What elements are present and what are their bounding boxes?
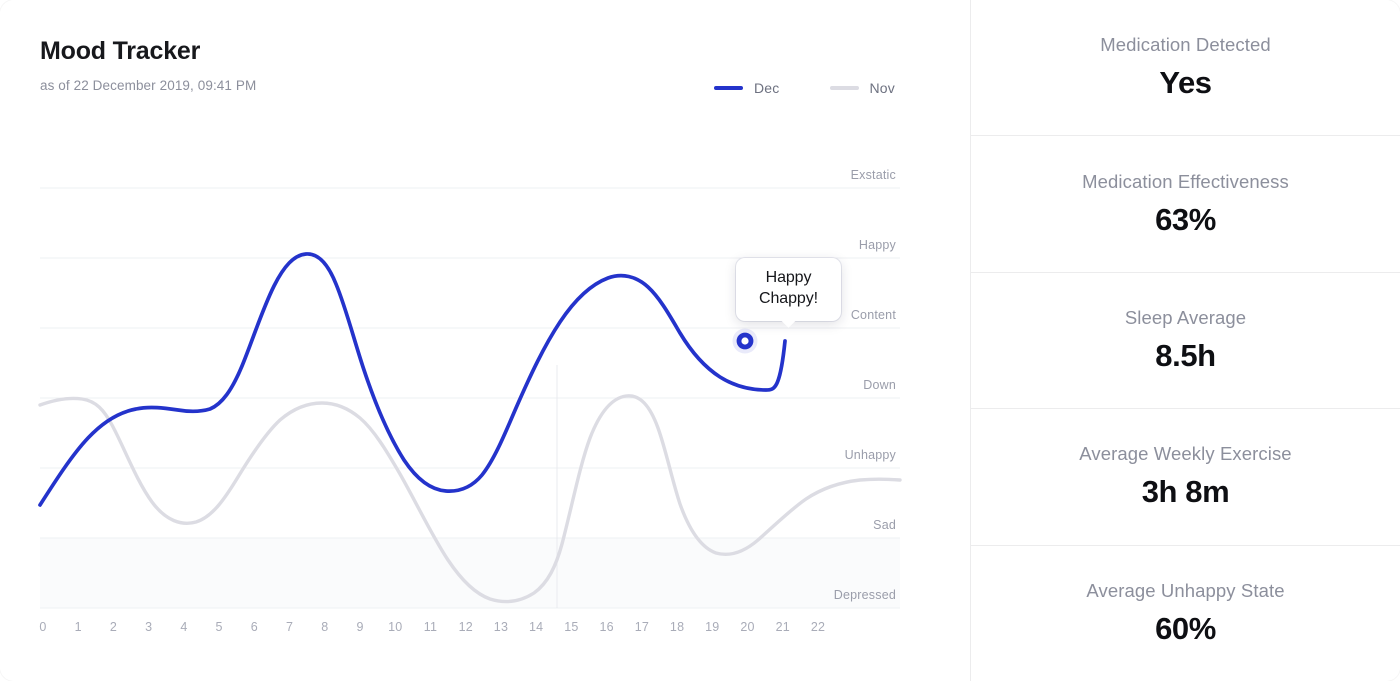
chart-panel: Mood Tracker as of 22 December 2019, 09:… [0, 0, 971, 681]
x-axis-tick-6: 6 [250, 620, 258, 634]
stat-value: Yes [1159, 65, 1212, 101]
chart-tooltip: Happy Chappy! [736, 258, 841, 321]
y-axis-label-happy: Happy [858, 238, 896, 252]
stat-card-medication-detected[interactable]: Medication Detected Yes [971, 0, 1400, 137]
x-axis-tick-12: 12 [458, 620, 473, 634]
page-title: Mood Tracker [40, 37, 201, 65]
nov-series-line [38, 394, 902, 604]
data-point-marker-icon [732, 328, 758, 354]
x-axis-tick-8: 8 [321, 620, 329, 634]
horizontal-gridlines [40, 187, 900, 609]
x-axis-tick-19: 19 [705, 620, 720, 634]
stat-card-average-unhappy-state[interactable]: Average Unhappy State 60% [971, 546, 1400, 681]
legend-item-dec[interactable]: Dec [714, 80, 780, 96]
x-axis-tick-14: 14 [529, 620, 544, 634]
x-axis-tick-18: 18 [669, 620, 685, 634]
stat-label: Average Unhappy State [1086, 579, 1285, 601]
chart-timestamp: as of 22 December 2019, 09:41 PM [40, 77, 257, 93]
stat-label: Average Weekly Exercise [1079, 443, 1292, 465]
shaded-band [40, 538, 900, 608]
stat-card-sleep-average[interactable]: Sleep Average 8.5h [971, 273, 1400, 410]
chart-legend: Dec Nov [714, 80, 895, 96]
x-axis: 0 1 2 3 4 5 6 7 8 9 10 11 12 13 14 15 16 17 18 19 20 21 22 [0, 620, 900, 650]
x-axis-tick-0: 0 [39, 620, 47, 634]
legend-label-nov: Nov [869, 80, 895, 96]
dec-series-line [38, 252, 787, 507]
stat-card-average-weekly-exercise[interactable]: Average Weekly Exercise 3h 8m [971, 409, 1400, 546]
line-swatch-icon [829, 86, 859, 90]
stat-value: 60% [1155, 610, 1216, 646]
x-axis-tick-1: 1 [74, 620, 82, 634]
y-axis-label-exstatic: Exstatic [850, 168, 896, 182]
x-axis-tick-3: 3 [145, 620, 153, 634]
y-axis-label-unhappy: Unhappy [844, 448, 896, 462]
x-axis-tick-5: 5 [215, 620, 223, 634]
x-axis-tick-16: 16 [599, 620, 614, 634]
stat-label: Medication Effectiveness [1082, 170, 1289, 192]
stats-panel: Medication Detected Yes Medication Effec… [971, 0, 1400, 681]
legend-label-dec: Dec [754, 80, 780, 96]
y-axis-label-content: Content [850, 308, 896, 322]
x-axis-tick-11: 11 [423, 620, 438, 634]
x-axis-tick-15: 15 [564, 620, 579, 634]
x-axis-tick-9: 9 [356, 620, 364, 634]
x-axis-tick-17: 17 [634, 620, 650, 634]
y-axis-label-down: Down [863, 378, 896, 392]
stat-value: 63% [1155, 201, 1216, 237]
stat-card-medication-effectiveness[interactable]: Medication Effectiveness 63% [971, 136, 1400, 273]
tooltip-line-1: Happy [765, 269, 812, 286]
x-axis-tick-7: 7 [286, 620, 294, 634]
x-axis-tick-20: 20 [740, 620, 755, 634]
y-axis-label-sad: Sad [873, 518, 896, 532]
x-axis-tick-10: 10 [388, 620, 403, 634]
stat-value: 8.5h [1155, 338, 1216, 374]
y-axis-label-depressed: Depressed [833, 588, 896, 602]
chart-plot-area[interactable]: Exstatic Happy Content Down Unhappy Sad … [0, 150, 971, 620]
chart-header: Mood Tracker as of 22 December 2019, 09:… [40, 37, 257, 93]
x-axis-tick-21: 21 [775, 620, 790, 634]
stat-label: Medication Detected [1100, 34, 1271, 56]
x-axis-tick-22: 22 [810, 620, 826, 634]
tooltip-line-2: Chappy! [759, 290, 818, 308]
stat-value: 3h 8m [1141, 474, 1230, 510]
stat-label: Sleep Average [1124, 307, 1247, 329]
x-axis-tick-2: 2 [109, 620, 118, 634]
mood-line-chart [38, 187, 902, 609]
x-axis-tick-4: 4 [180, 620, 188, 634]
x-axis-tick-13: 13 [493, 620, 509, 634]
line-swatch-icon [714, 86, 743, 90]
legend-item-nov[interactable]: Nov [829, 80, 896, 96]
